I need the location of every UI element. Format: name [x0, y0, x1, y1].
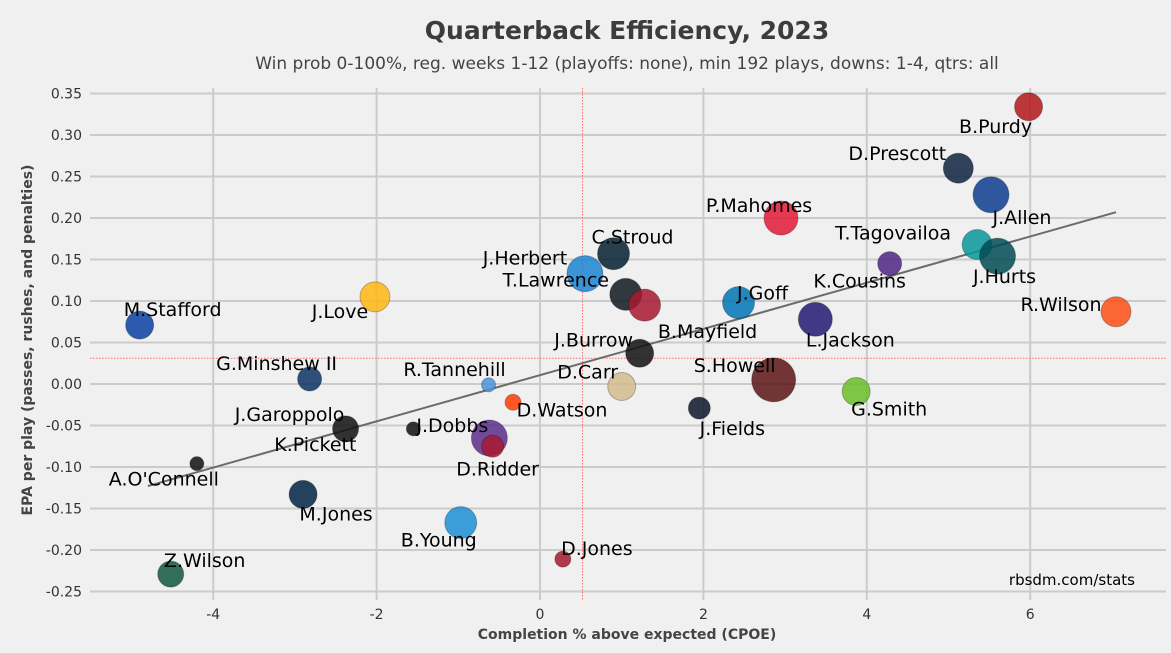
label-d-watson: D.Watson: [517, 399, 608, 421]
label-c-stroud: C.Stroud: [592, 227, 674, 249]
x-tick-label: 0: [536, 607, 545, 623]
y-tick-label: -0.25: [46, 585, 82, 601]
label-r-tannehill: R.Tannehill: [403, 359, 505, 381]
x-tick-label: 6: [1026, 607, 1035, 623]
point-m-stafford: [125, 310, 155, 340]
point-d-prescott: [942, 152, 974, 184]
point-j-herbert: [566, 255, 604, 293]
label-j-dobbs: J.Dobbs: [415, 415, 488, 437]
point-d-carr: [607, 371, 637, 401]
point-g-smith: [841, 376, 871, 406]
point-k-cousins: [877, 251, 903, 277]
label-j-hurts: J.Hurts: [972, 266, 1036, 288]
point-b-purdy: [1014, 92, 1044, 122]
point-l-jackson: [797, 301, 833, 337]
source-credit: rbsdm.com/stats: [1009, 571, 1135, 589]
label-j-love: J.Love: [311, 301, 368, 323]
label-r-wilson: R.Wilson: [1020, 294, 1101, 316]
y-tick-label: -0.05: [46, 419, 82, 435]
label-b-young: B.Young: [401, 530, 477, 552]
x-axis-label: Completion % above expected (CPOE): [478, 627, 776, 643]
point-m-jones: [288, 479, 318, 509]
point-d-watson: [504, 393, 522, 411]
point-r-tannehill: [481, 377, 497, 393]
label-b-purdy: B.Purdy: [959, 116, 1032, 138]
x-tick-label: -4: [206, 607, 220, 623]
point-r-wilson: [1100, 296, 1132, 328]
x-tick-label: -2: [370, 607, 384, 623]
point-a-o-connell: [189, 456, 205, 472]
label-j-allen: J.Allen: [992, 207, 1052, 229]
point-j-love: [359, 281, 391, 313]
x-tick-label: 2: [699, 607, 708, 623]
label-m-jones: M.Jones: [299, 503, 372, 525]
point-j-allen: [972, 176, 1010, 214]
y-tick-label: -0.20: [46, 543, 82, 559]
y-tick-label: 0.15: [51, 253, 82, 269]
label-d-prescott: D.Prescott: [848, 143, 946, 165]
y-tick-label: 0.30: [51, 128, 82, 144]
label-l-jackson: L.Jackson: [806, 329, 895, 351]
point-c-stroud: [597, 237, 631, 271]
point-j-dobbs: [405, 421, 421, 437]
label-k-cousins: K.Cousins: [813, 271, 906, 293]
point-j-burrow: [625, 338, 655, 368]
y-tick-label: -0.15: [46, 502, 82, 518]
label-t-lawrence: T.Lawrence: [502, 269, 609, 291]
label-g-minshew-ii: G.Minshew II: [216, 353, 337, 375]
label-j-fields: J.Fields: [699, 418, 765, 440]
x-tick-label: 4: [862, 607, 871, 623]
point-d-jones: [554, 550, 572, 568]
label-a-o-connell: A.O'Connell: [109, 469, 219, 491]
point-labels: B.Purdy D.Prescott J.Allen P.Mahomes T.Tagov…: [109, 116, 1102, 572]
y-axis-label: EPA per play (passes, rushes, and penalt…: [20, 165, 36, 516]
data-points: [125, 92, 1132, 588]
point-g-minshew-ii: [297, 366, 323, 392]
label-z-wilson: Z.Wilson: [164, 550, 246, 572]
y-tick-label: 0.05: [51, 336, 82, 352]
label-m-stafford: M.Stafford: [124, 299, 222, 321]
y-tick-label: 0.00: [51, 377, 82, 393]
label-s-howell: S.Howell: [694, 355, 776, 377]
y-tick-label: -0.10: [46, 460, 82, 476]
point-s-howell: [751, 357, 797, 403]
label-d-jones: D.Jones: [561, 538, 633, 560]
y-tick-label: 0.25: [51, 170, 82, 186]
y-tick-labels: -0.25 -0.20 -0.15 -0.10 -0.05 0.00 0.05 0.10 0.1…: [46, 87, 82, 601]
label-j-herbert: J.Herbert: [482, 248, 567, 270]
x-tick-labels: -4 -2 0 2 4 6: [206, 607, 1035, 623]
label-j-garoppolo: J.Garoppolo: [234, 404, 345, 426]
point-z-wilson: [157, 560, 185, 588]
point-b-young: [444, 506, 478, 540]
label-g-smith: G.Smith: [851, 398, 927, 420]
y-tick-label: 0.35: [51, 87, 82, 103]
label-d-ridder: D.Ridder: [456, 458, 539, 480]
label-k-pickett: K.Pickett: [274, 434, 356, 456]
grid-lines: [90, 88, 1166, 600]
label-t-tagovailoa: T.Tagovailoa: [834, 223, 951, 245]
label-d-carr: D.Carr: [557, 361, 618, 383]
point-b-mayfield: [628, 288, 662, 322]
point-j-fields: [687, 396, 711, 420]
y-tick-label: 0.20: [51, 211, 82, 227]
chart-subtitle: Win prob 0-100%, reg. weeks 1-12 (playof…: [255, 54, 999, 74]
point-j-garoppolo: [332, 415, 360, 443]
point-j-goff: [722, 286, 756, 320]
label-j-burrow: J.Burrow: [553, 329, 633, 351]
point-p-mahomes: [763, 200, 799, 236]
point-j-hurts: [979, 237, 1017, 275]
chart-title: Quarterback Efficiency, 2023: [425, 16, 829, 45]
label-p-mahomes: P.Mahomes: [706, 195, 812, 217]
point-d-ridder: [481, 434, 505, 458]
label-j-goff: J.Goff: [736, 283, 789, 305]
label-b-mayfield: B.Mayfield: [658, 321, 757, 343]
y-tick-label: 0.10: [51, 294, 82, 310]
